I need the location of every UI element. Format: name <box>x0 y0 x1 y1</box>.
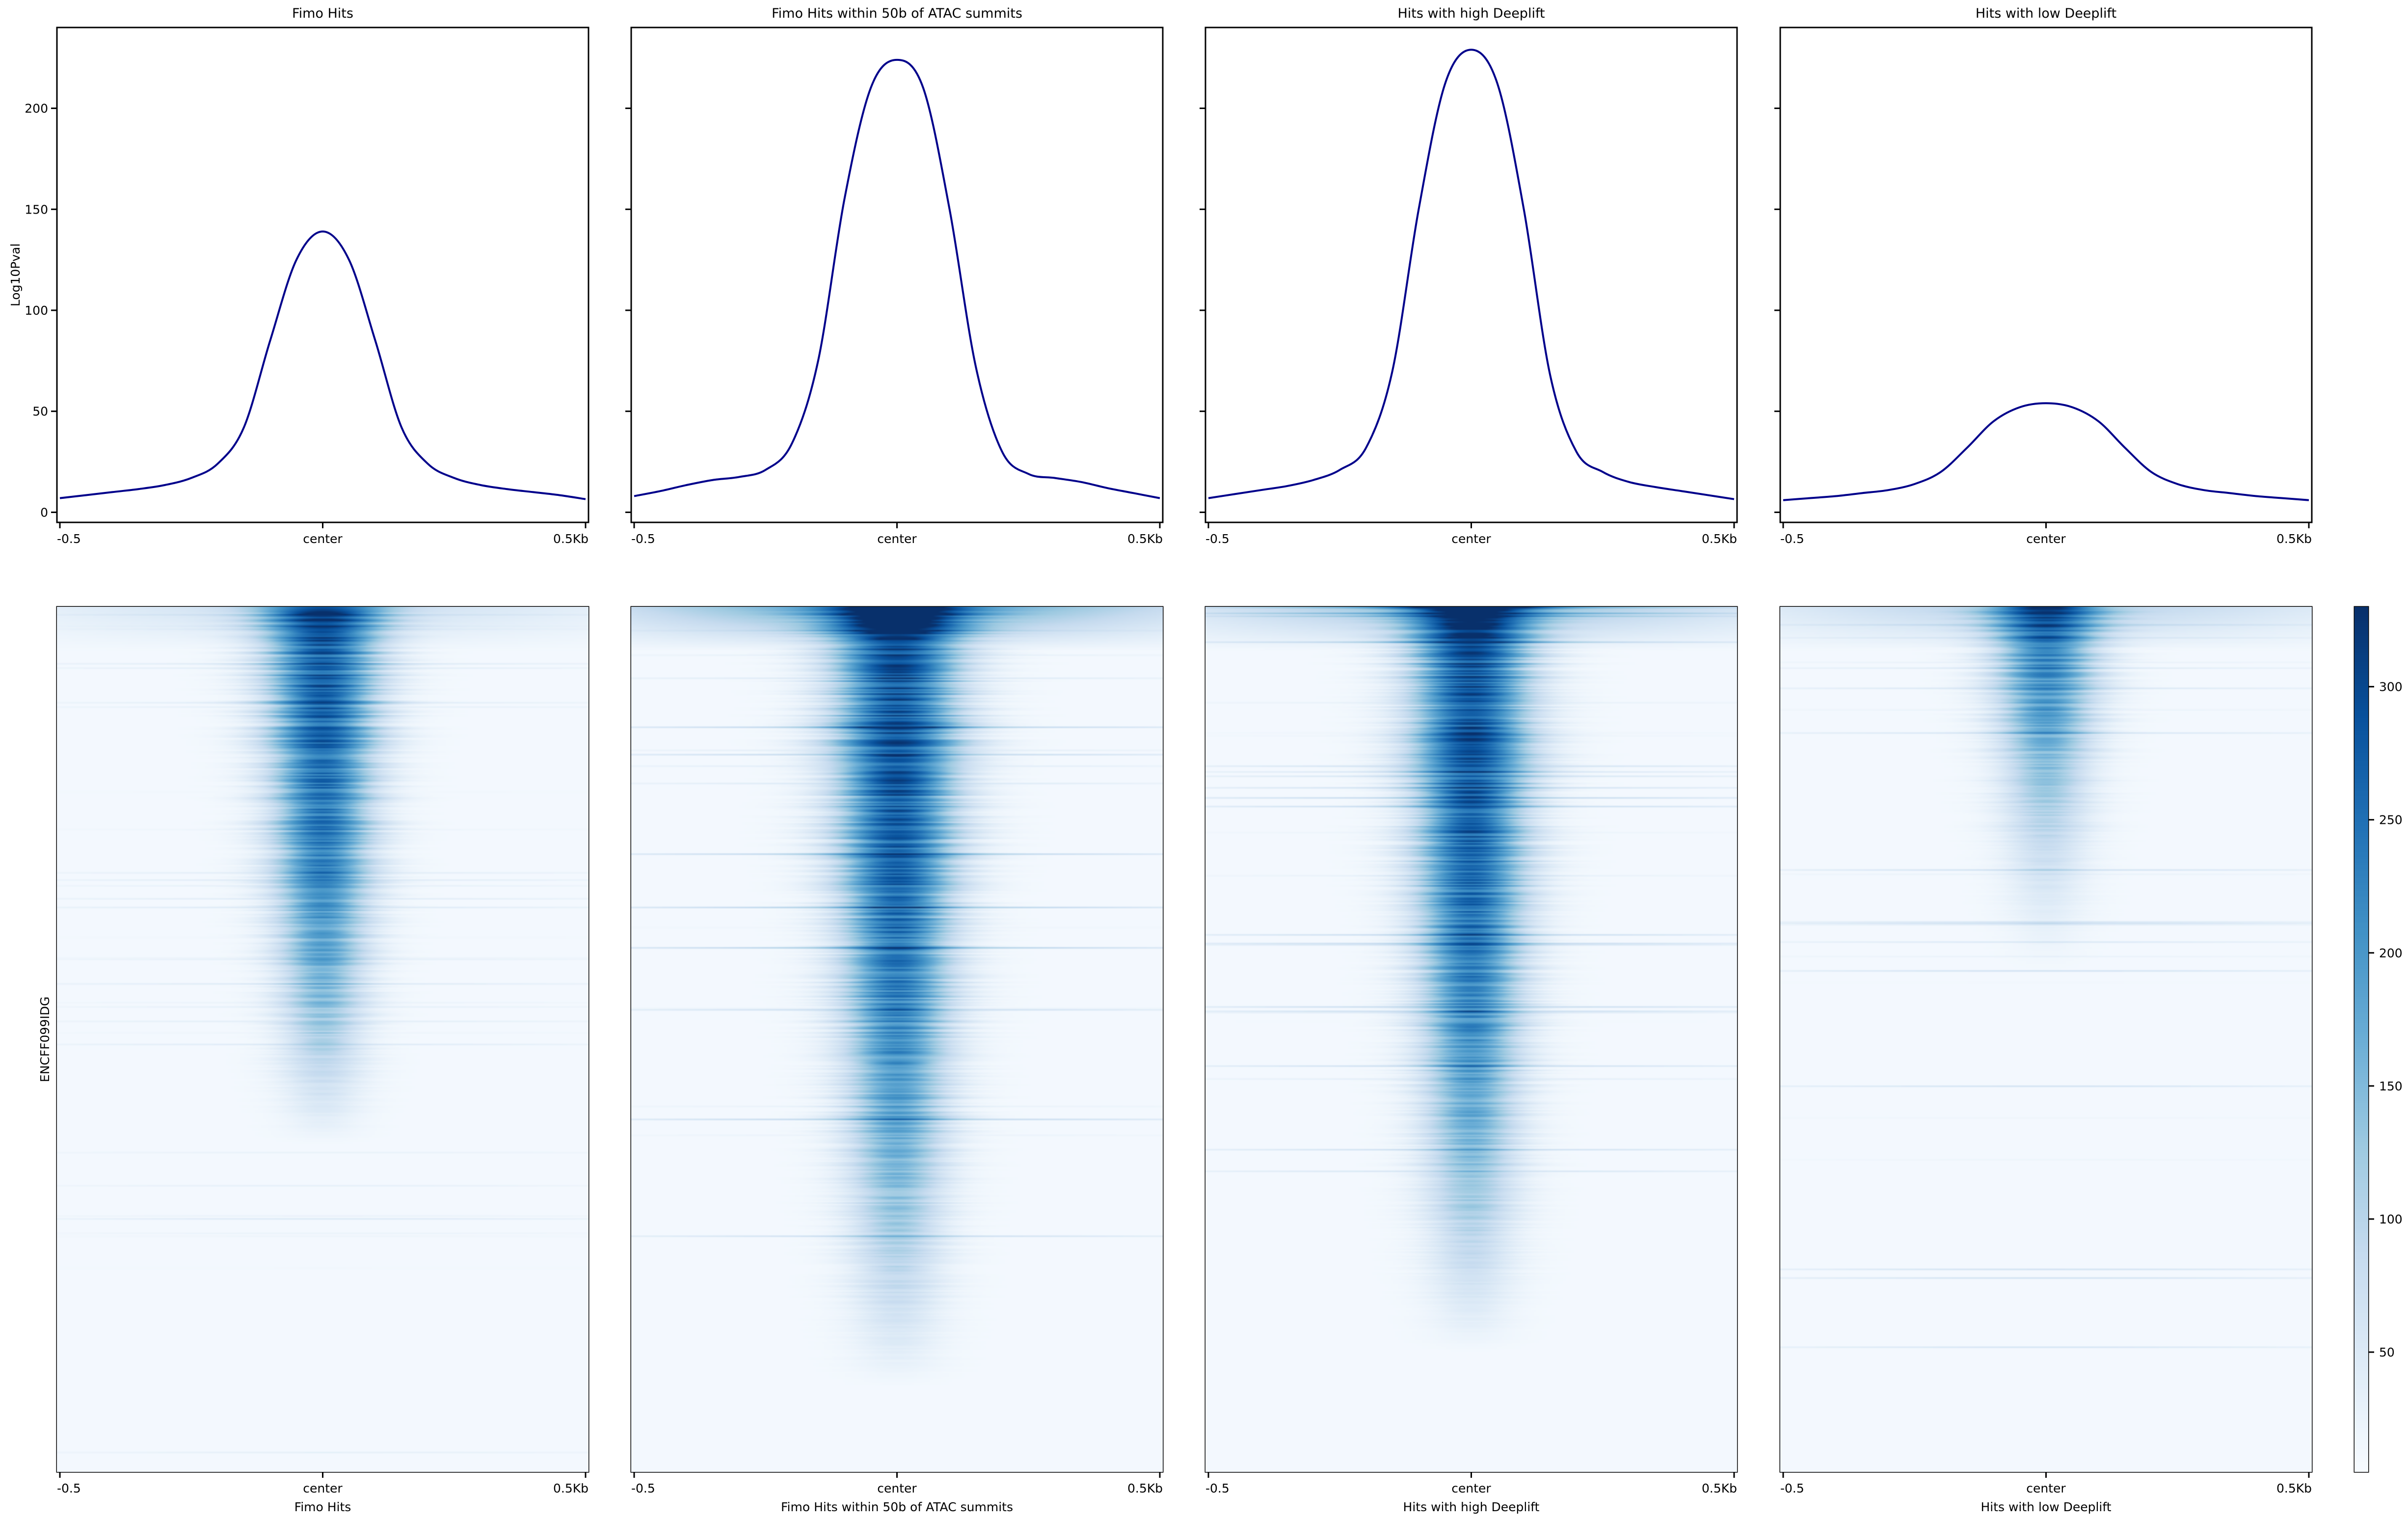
y-tick-label: 100 <box>25 303 48 318</box>
x-tick-label: -0.5 <box>631 1481 655 1495</box>
x-tick-label: center <box>877 532 917 546</box>
y-tick-label: 50 <box>32 405 48 419</box>
heatmap-y-label: ENCFF099IDG <box>38 997 52 1082</box>
colorbar-tick-label: 250 <box>2379 813 2403 827</box>
heatmap-1 <box>57 607 589 1472</box>
x-tick-label: center <box>1451 1481 1491 1495</box>
x-tick-label: center <box>303 1481 343 1495</box>
colorbar-tick-label: 150 <box>2379 1079 2403 1093</box>
heatmap-xlabel: Fimo Hits <box>294 1500 351 1514</box>
x-tick-label: 0.5Kb <box>1702 1481 1737 1495</box>
colorbar <box>2354 607 2368 1472</box>
x-tick-label: center <box>1451 532 1491 546</box>
profile-line <box>1208 49 1735 500</box>
x-tick-label: -0.5 <box>1205 1481 1230 1495</box>
profile-title: Fimo Hits within 50b of ATAC summits <box>772 6 1022 21</box>
x-tick-label: 0.5Kb <box>553 532 589 546</box>
profile-title: Hits with low Deeplift <box>1976 6 2116 21</box>
x-tick-label: 0.5Kb <box>553 1481 589 1495</box>
x-tick-label: center <box>2026 532 2066 546</box>
x-tick-label: center <box>2026 1481 2066 1495</box>
y-axis-label: Log10Pval <box>8 244 23 307</box>
profile-axes-frame <box>1204 27 1738 523</box>
colorbar-tick-label: 300 <box>2379 680 2403 694</box>
heatmap-3 <box>1205 607 1737 1472</box>
profile-line <box>634 58 1160 499</box>
x-tick-label: 0.5Kb <box>2276 1481 2312 1495</box>
heatmap-xlabel: Hits with high Deeplift <box>1403 1500 1540 1514</box>
x-tick-label: center <box>303 532 343 546</box>
profile-axes-frame <box>630 27 1164 523</box>
x-tick-label: 0.5Kb <box>1127 532 1163 546</box>
x-tick-label: -0.5 <box>631 532 655 546</box>
heatmap-2 <box>631 607 1163 1472</box>
y-tick-label: 150 <box>25 202 48 217</box>
y-tick-label: 200 <box>25 102 48 116</box>
x-tick-label: -0.5 <box>1205 532 1230 546</box>
heatmap-xlabel: Hits with low Deeplift <box>1980 1500 2111 1514</box>
profile-line <box>1783 402 2309 501</box>
x-tick-label: 0.5Kb <box>1702 532 1737 546</box>
profile-line <box>59 230 586 500</box>
x-tick-label: center <box>877 1481 917 1495</box>
profile-title: Fimo Hits <box>292 6 353 21</box>
colorbar-tick-label: 50 <box>2379 1345 2395 1359</box>
x-tick-label: 0.5Kb <box>1127 1481 1163 1495</box>
profile-axes-frame <box>1779 27 2313 523</box>
colorbar-tick-label: 200 <box>2379 946 2403 960</box>
x-tick-label: -0.5 <box>57 1481 81 1495</box>
heatmap-4 <box>1780 607 2312 1472</box>
x-tick-label: -0.5 <box>1780 532 1804 546</box>
profile-title: Hits with high Deeplift <box>1397 6 1545 21</box>
heatmap-xlabel: Fimo Hits within 50b of ATAC summits <box>781 1500 1013 1514</box>
x-tick-label: -0.5 <box>57 532 81 546</box>
colorbar-tick-label: 100 <box>2379 1212 2403 1226</box>
y-tick-label: 0 <box>40 505 48 519</box>
x-tick-label: -0.5 <box>1780 1481 1804 1495</box>
x-tick-label: 0.5Kb <box>2276 532 2312 546</box>
profile-axes-frame <box>56 27 589 523</box>
